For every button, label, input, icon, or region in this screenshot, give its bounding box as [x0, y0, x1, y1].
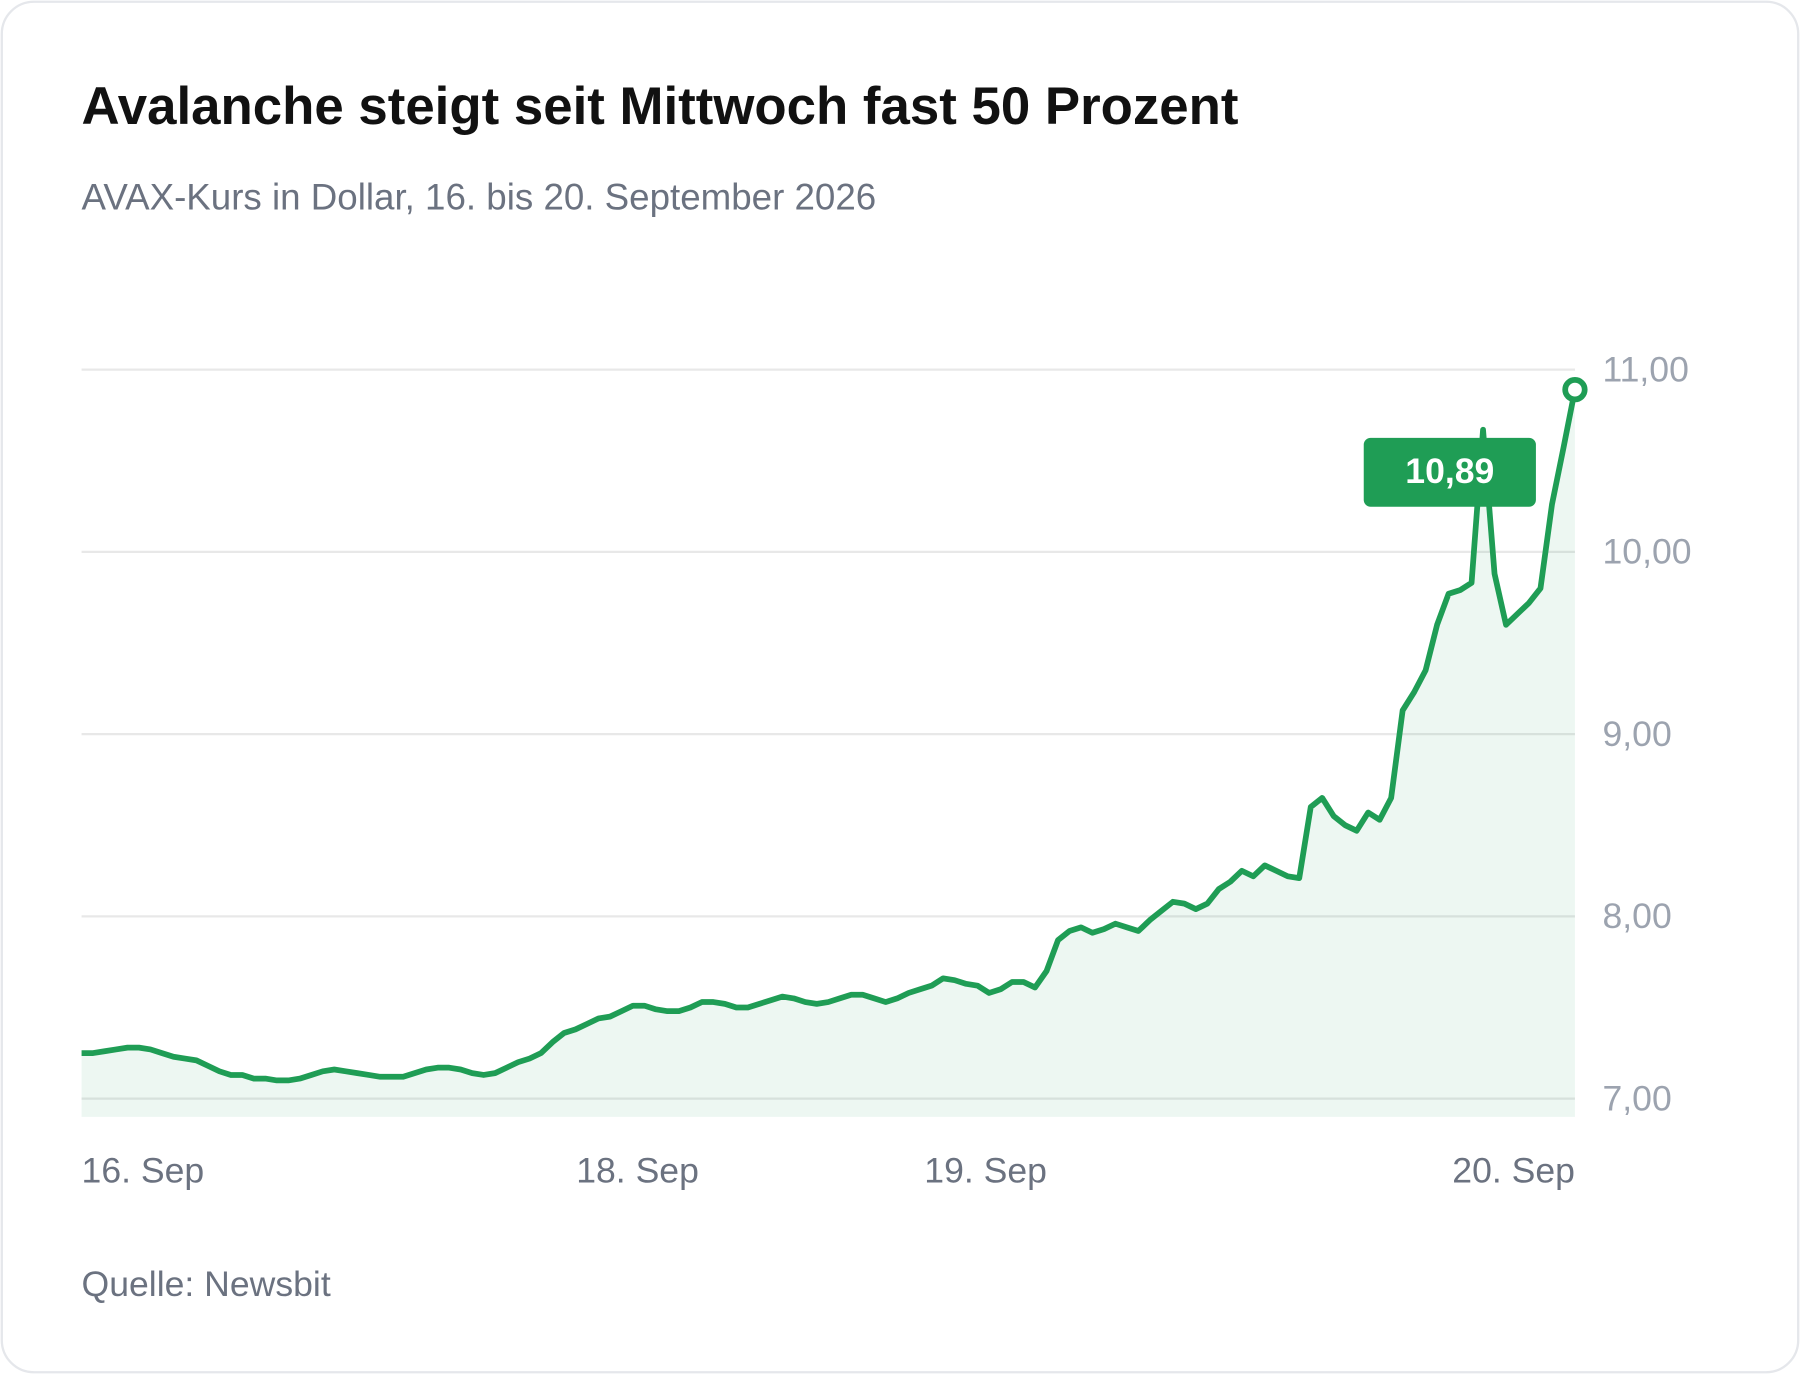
plot: 7,00 8,00 9,00 10,00 11,00 16. Sep 18. Sep 19. … [81, 349, 1692, 1191]
end-point [1562, 377, 1588, 403]
x-tick-label: 16. Sep [82, 1151, 205, 1191]
area [81, 389, 1575, 1117]
source: Quelle: Newsbit [82, 1264, 331, 1304]
value-label: 10,89 [1405, 451, 1494, 491]
value-badge [1363, 437, 1536, 507]
line [81, 389, 1578, 1084]
chart-title: Avalanche steigt seit Mittwoch fast 50 P… [82, 77, 1239, 136]
x-tick-label: 18. Sep [576, 1151, 699, 1191]
y-tick-label: 10,00 [1602, 532, 1691, 572]
x-tick-label: 20. Sep [1452, 1151, 1575, 1191]
y-tick-label: 9,00 [1602, 714, 1671, 754]
y-tick-label: 8,00 [1602, 896, 1671, 936]
y-tick-label: 7,00 [1602, 1078, 1671, 1118]
x-tick-label: 19. Sep [924, 1151, 1047, 1191]
y-tick-label: 11,00 [1602, 349, 1688, 389]
chart-subtitle: AVAX-Kurs in Dollar, 16. bis 20. Septemb… [82, 176, 877, 217]
